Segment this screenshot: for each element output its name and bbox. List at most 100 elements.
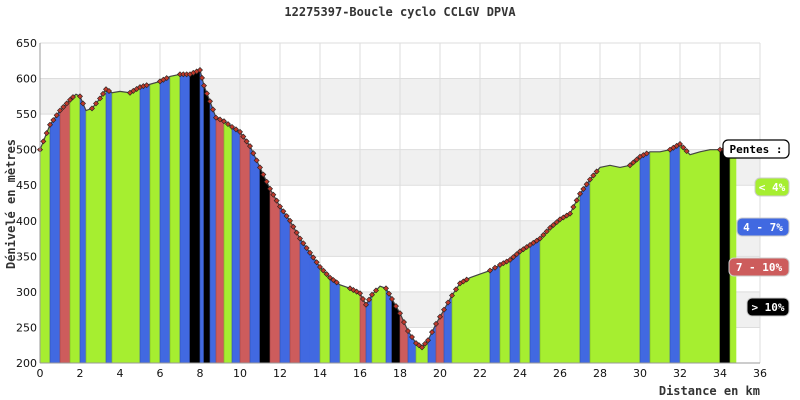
- elevation-segment: [189, 69, 201, 364]
- x-tick-label: 34: [713, 367, 727, 380]
- elevation-segment: [111, 90, 121, 364]
- elevation-marker: [630, 159, 637, 166]
- elevation-marker: [310, 254, 317, 261]
- elevation-marker: [163, 75, 170, 82]
- elevation-markers: [37, 67, 736, 351]
- elevation-marker: [273, 197, 280, 204]
- elevation-marker: [553, 219, 560, 226]
- elevation-segment: [649, 151, 661, 364]
- elevation-marker: [253, 157, 260, 164]
- elevation-marker: [213, 114, 219, 121]
- elevation-marker: [366, 296, 372, 303]
- y-tick-label: 400: [16, 215, 37, 228]
- elevation-segment: [259, 167, 271, 364]
- elevation-segment: [199, 69, 205, 364]
- y-tick-label: 250: [16, 321, 37, 334]
- elevation-segment: [209, 101, 217, 364]
- elevation-marker: [280, 208, 287, 215]
- elevation-marker: [577, 190, 583, 197]
- elevation-segment: [679, 143, 691, 364]
- elevation-segment: [539, 227, 551, 364]
- elevation-marker: [680, 144, 687, 151]
- elevation-marker: [333, 279, 340, 286]
- elevation-segment: [149, 81, 161, 364]
- elevation-segment: [139, 83, 151, 364]
- x-tick-label: 30: [633, 367, 647, 380]
- elevation-marker: [323, 271, 330, 278]
- elevation-segment: [319, 266, 331, 364]
- elevation-marker: [283, 213, 290, 220]
- elevation-segment: [69, 93, 77, 364]
- legend-item: 7 - 10%: [728, 257, 790, 277]
- elevation-marker: [290, 223, 297, 230]
- elevation-marker: [60, 104, 67, 110]
- elevation-marker: [247, 143, 253, 150]
- elevation-marker: [47, 121, 53, 128]
- elevation-marker: [243, 138, 250, 145]
- elevation-marker: [389, 296, 395, 302]
- elevation-marker: [100, 90, 106, 97]
- elevation-segment: [223, 120, 233, 364]
- x-tick-label: 18: [393, 367, 407, 380]
- elevation-marker: [277, 203, 283, 210]
- elevation-marker: [327, 274, 333, 281]
- elevation-segment: [659, 149, 671, 364]
- legend-label: 4 - 7%: [743, 221, 783, 234]
- x-tick-label: 22: [473, 367, 487, 380]
- legend-item: > 10%: [746, 297, 790, 317]
- elevation-marker: [573, 197, 580, 204]
- elevation-marker: [80, 100, 86, 107]
- y-tick-label: 550: [16, 108, 37, 121]
- elevation-marker: [373, 287, 379, 294]
- x-tick-label: 24: [513, 367, 527, 380]
- elevation-marker: [43, 130, 50, 137]
- elevation-segment: [215, 117, 225, 364]
- elevation-segment: [479, 270, 491, 364]
- elevation-marker: [683, 148, 690, 155]
- elevation-segment: [599, 164, 611, 364]
- x-tick-label: 20: [433, 367, 447, 380]
- elevation-marker: [357, 290, 363, 297]
- elevation-marker: [317, 264, 323, 270]
- elevation-marker: [550, 222, 557, 229]
- elevation-marker: [70, 94, 76, 101]
- x-tick-label: 28: [593, 367, 607, 380]
- elevation-segment: [379, 285, 387, 364]
- elevation-marker: [63, 100, 70, 107]
- elevation-marker: [233, 126, 239, 133]
- y-tick-label: 450: [16, 179, 37, 192]
- legend-label: 7 - 10%: [736, 261, 783, 274]
- elevation-segment: [559, 213, 571, 364]
- elevation-segment: [75, 93, 81, 364]
- x-tick-label: 16: [353, 367, 367, 380]
- elevation-marker: [540, 232, 547, 238]
- elevation-marker: [229, 123, 235, 130]
- elevation-segment: [639, 151, 651, 364]
- elevation-marker: [143, 82, 150, 89]
- x-axis-label: Distance en km: [659, 384, 760, 398]
- elevation-marker: [409, 334, 415, 341]
- legend-item: < 4%: [754, 177, 790, 197]
- elevation-marker: [643, 150, 650, 157]
- elevation-marker: [543, 228, 550, 235]
- elevation-marker: [40, 138, 47, 145]
- elevation-marker: [293, 229, 300, 236]
- elevation-marker: [180, 71, 187, 78]
- elevation-segment: [119, 91, 131, 364]
- elevation-marker: [437, 313, 443, 320]
- y-tick-label: 500: [16, 144, 37, 157]
- elevation-marker: [240, 133, 247, 140]
- elevation-segment: [105, 88, 113, 364]
- elevation-marker: [419, 344, 425, 351]
- elevation-marker: [199, 74, 205, 81]
- y-tick-labels: 200 250 300 350 400 450 500 550 600 650: [16, 37, 37, 370]
- y-axis-label: Dénivelé en mètres: [4, 139, 18, 269]
- elevation-segment: [569, 193, 581, 364]
- elevation-marker: [250, 150, 257, 157]
- elevation-marker: [57, 107, 63, 114]
- elevation-segment: [99, 88, 107, 364]
- legend-label: > 10%: [751, 301, 784, 314]
- elevation-marker: [197, 67, 203, 73]
- elevation-marker: [67, 96, 73, 103]
- elevation-marker: [593, 168, 600, 175]
